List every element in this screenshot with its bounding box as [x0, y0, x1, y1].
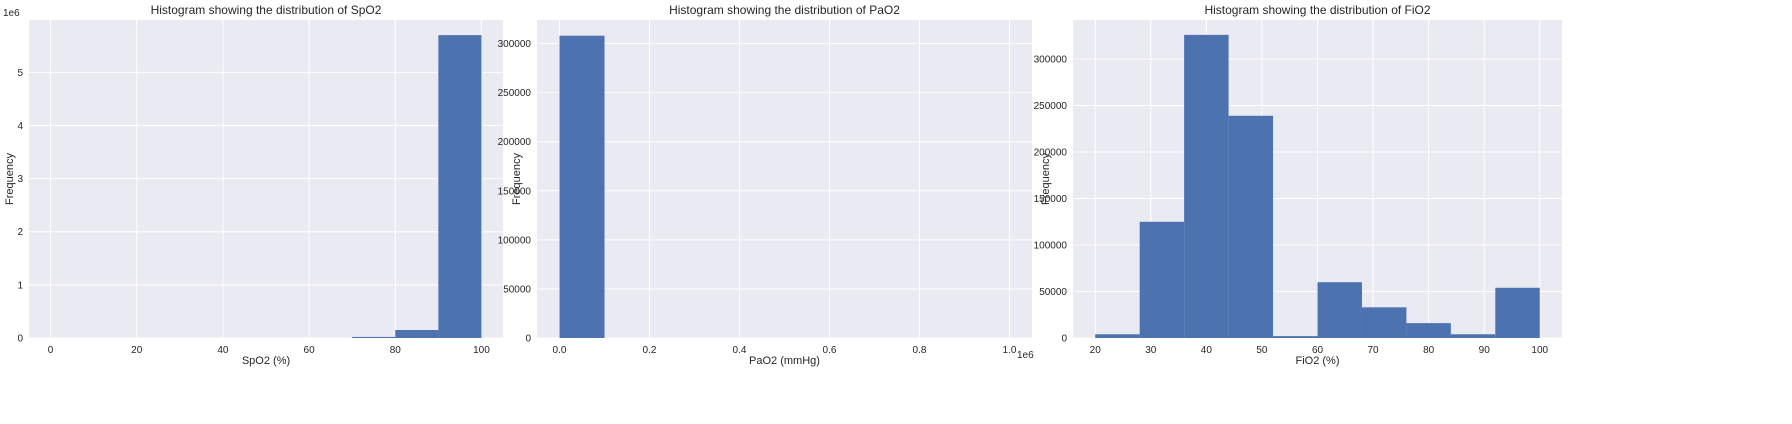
x-tick-label: 60: [1312, 345, 1324, 356]
x-tick-label: 70: [1368, 345, 1380, 356]
x-tick-label: 0.2: [643, 345, 657, 356]
histogram-bar: [395, 330, 439, 338]
chart-panel-2: 0.0 0.2 0.4 0.6 0.8 1.0 0 50000 100000 150000 2000…: [498, 3, 1034, 367]
x-tick-label: 40: [1201, 345, 1213, 356]
x-tick-label: 30: [1145, 345, 1157, 356]
x-tick-label: 20: [1090, 345, 1102, 356]
y-tick-label: 0: [17, 334, 23, 345]
y-tick-label: 150000: [1034, 194, 1068, 205]
y-tick-label: 300000: [498, 39, 532, 50]
y-tick-label: 1: [17, 280, 23, 291]
chart-title: Histogram showing the distribution of Fi…: [1204, 3, 1430, 17]
histogram-bar: [1184, 34, 1229, 338]
x-tick-label: 0.0: [553, 345, 567, 356]
y-tick-label: 2: [17, 227, 23, 238]
x-axis-label: SpO2 (%): [242, 355, 290, 367]
x-tick-label: 40: [217, 345, 229, 356]
histogram-bar: [1450, 334, 1496, 338]
y-tick-label: 0: [1061, 334, 1067, 345]
x-tick-label: 60: [304, 345, 316, 356]
histogram-bar: [438, 35, 482, 339]
x-tick-label: 100: [1531, 345, 1548, 356]
x-tick-label: 80: [1423, 345, 1435, 356]
y-axis-label: Frequency: [1040, 153, 1052, 205]
x-tick-label: 0.4: [733, 345, 747, 356]
chart-panel-3: 20 30 40 50 60 70 80 90 100 0 50000 100000 150000 200…: [1034, 3, 1562, 367]
histogram-bar: [1361, 307, 1407, 338]
chart-title: Histogram showing the distribution of Sp…: [151, 3, 382, 17]
histogram-bar: [1228, 115, 1274, 338]
y-offset-label: 1e6: [3, 8, 20, 19]
x-tick-label: 0.8: [913, 345, 927, 356]
x-tick-label: 50: [1256, 345, 1268, 356]
x-tick-label: 90: [1479, 345, 1491, 356]
histogram-bar: [1095, 334, 1140, 338]
y-tick-label: 200000: [498, 137, 532, 148]
x-tick-label: 20: [131, 345, 143, 356]
y-tick-label: 100000: [1034, 241, 1068, 252]
chart-panel-1: 0 20 40 60 80 100 0 1 2 3 4 5 Histogram showing the …: [3, 3, 503, 367]
y-axis-label: Frequency: [511, 153, 523, 205]
y-tick-label: 50000: [1039, 287, 1067, 298]
histogram-bar: [352, 336, 396, 338]
plot-area: [537, 20, 1032, 338]
histogram-bar: [1317, 282, 1362, 338]
y-tick-label: 150000: [498, 186, 532, 197]
y-tick-label: 5: [17, 68, 23, 79]
x-tick-label: 0: [48, 345, 54, 356]
y-tick-label: 200000: [1034, 148, 1068, 159]
chart-title: Histogram showing the distribution of Pa…: [669, 3, 900, 17]
y-tick-label: 300000: [1034, 55, 1068, 66]
x-offset-label: 1e6: [1017, 350, 1034, 361]
y-tick-label: 100000: [498, 235, 532, 246]
y-tick-label: 3: [17, 174, 23, 185]
y-tick-label: 4: [17, 121, 23, 132]
histogram-bar: [559, 35, 605, 338]
x-axis-label: PaO2 (mmHg): [749, 355, 820, 367]
y-axis-label: Frequency: [4, 153, 16, 205]
x-tick-label: 0.6: [823, 345, 837, 356]
y-tick-label: 50000: [503, 284, 531, 295]
x-tick-label: 80: [390, 345, 402, 356]
histogram-bar: [1406, 323, 1451, 338]
histogram-bar: [1495, 287, 1540, 338]
y-tick-label: 250000: [1034, 101, 1068, 112]
x-tick-label: 100: [473, 345, 490, 356]
y-tick-label: 250000: [498, 88, 532, 99]
x-tick-label: 1.0: [1003, 345, 1017, 356]
histogram-bar: [1273, 336, 1318, 338]
histogram-bar: [1139, 221, 1185, 338]
y-tick-label: 0: [525, 334, 531, 345]
x-axis-label: FiO2 (%): [1296, 355, 1340, 367]
